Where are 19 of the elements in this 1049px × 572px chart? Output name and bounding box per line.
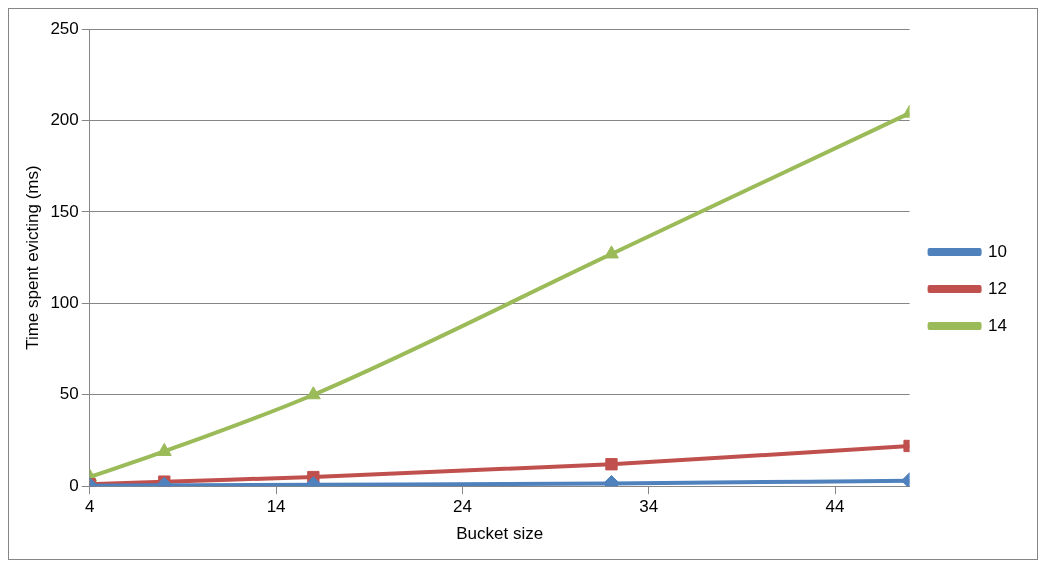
x-tick-label: 4 [85, 497, 95, 517]
point [156, 442, 172, 456]
legend-label: 10 [988, 241, 1008, 261]
y-tick-label: 0 [69, 475, 79, 495]
point [305, 386, 321, 400]
x-tick-label: 34 [639, 497, 659, 517]
x-tick-label: 44 [825, 497, 845, 517]
legend-label: 12 [988, 278, 1008, 298]
y-tick-label: 200 [50, 110, 79, 130]
y-tick-label: 50 [59, 384, 79, 404]
x-tick-label: 14 [266, 497, 286, 517]
y-axis-title: Time spent evicting (ms) [22, 165, 42, 350]
x-axis-title: Bucket size [456, 524, 544, 544]
legend-label: 14 [988, 315, 1008, 335]
x-tick-label: 24 [452, 497, 472, 517]
point [604, 245, 619, 259]
y-tick-label: 100 [50, 293, 79, 313]
y-tick-label: 250 [50, 18, 79, 38]
y-tick-label: 150 [50, 201, 79, 221]
